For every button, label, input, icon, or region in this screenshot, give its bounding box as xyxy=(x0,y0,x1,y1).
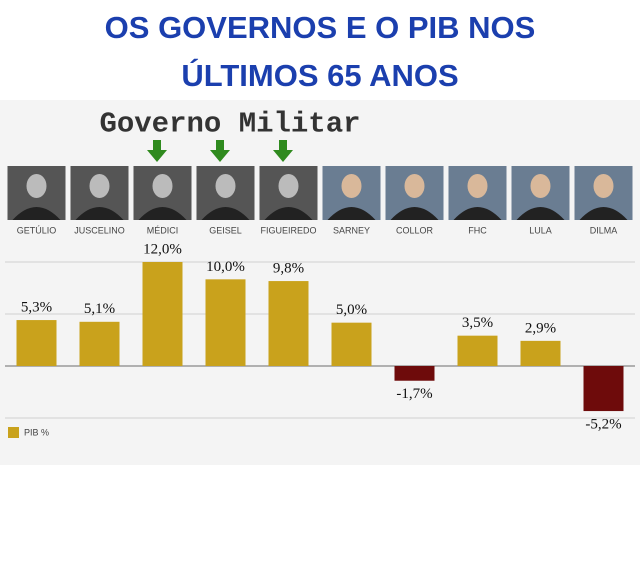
portrait-head xyxy=(341,174,362,198)
data-label: 5,3% xyxy=(21,300,52,316)
x-tick-label: COLLOR xyxy=(396,225,434,235)
x-tick-label: DILMA xyxy=(590,225,618,235)
arrow xyxy=(147,140,167,162)
bar xyxy=(16,320,57,366)
portrait-body xyxy=(264,207,313,220)
portrait-body xyxy=(516,207,565,220)
portrait-head xyxy=(215,174,236,198)
portrait-head xyxy=(404,174,425,198)
data-label: 2,9% xyxy=(525,320,556,336)
portrait-body xyxy=(12,207,61,220)
portrait-body xyxy=(327,207,376,220)
bar xyxy=(268,281,309,366)
x-tick-label: GETÚLIO xyxy=(17,225,57,235)
x-tick-label: SARNEY xyxy=(333,225,370,235)
background-rules xyxy=(5,261,635,419)
data-label: -5,2% xyxy=(585,417,621,433)
portrait-body xyxy=(390,207,439,220)
x-tick-label: FIGUEIREDO xyxy=(260,225,316,235)
portrait-head xyxy=(89,174,110,198)
data-label: 9,8% xyxy=(273,261,304,277)
bar xyxy=(583,366,624,412)
portraits: GETÚLIO JUSCELINO MÉDICI GEISEL FIGUEIREDO SA… xyxy=(7,166,633,235)
x-tick-label: LULA xyxy=(529,225,552,235)
chart-title: ÚLTIMOS 65 ANOS xyxy=(181,57,458,93)
portrait-head xyxy=(278,174,299,198)
data-label: -1,7% xyxy=(396,386,432,402)
bar xyxy=(142,262,183,366)
portrait-head xyxy=(530,174,551,198)
portrait-head xyxy=(467,174,488,198)
data-label: 5,1% xyxy=(84,301,115,317)
portrait-body xyxy=(579,207,628,220)
data-label: 12,0% xyxy=(143,241,182,257)
data-label: 10,0% xyxy=(206,259,245,275)
bar xyxy=(457,335,498,366)
data-label: 3,5% xyxy=(462,315,493,331)
x-tick-label: FHC xyxy=(468,225,487,235)
arrow xyxy=(273,140,293,162)
marks: 5,3% 5,1% 12,0% 10,0% 9,8% 5,0% -1,7% 3,5% 2,9% -… xyxy=(16,241,624,433)
portrait-head xyxy=(26,174,47,198)
x-tick-label: MÉDICI xyxy=(147,225,179,235)
legend-label: PIB % xyxy=(24,427,49,437)
bar xyxy=(79,321,120,366)
portrait-body xyxy=(138,207,187,220)
x-tick-label: GEISEL xyxy=(209,225,242,235)
bar xyxy=(205,279,246,366)
bar xyxy=(520,340,561,366)
bar xyxy=(394,366,435,381)
portrait-head xyxy=(152,174,173,198)
bar xyxy=(331,322,372,366)
arrow xyxy=(210,140,230,162)
data-label: 5,0% xyxy=(336,302,367,318)
chart-title: OS GOVERNOS E O PIB NOS xyxy=(105,10,536,45)
arrows xyxy=(147,140,293,162)
portrait-body xyxy=(453,207,502,220)
portrait-head xyxy=(593,174,614,198)
x-tick-label: JUSCELINO xyxy=(74,225,125,235)
chart-panel xyxy=(0,100,640,465)
legend-swatch xyxy=(8,427,19,438)
annotation: Governo Militar xyxy=(99,108,360,141)
portrait-body xyxy=(201,207,250,220)
portrait-body xyxy=(75,207,124,220)
